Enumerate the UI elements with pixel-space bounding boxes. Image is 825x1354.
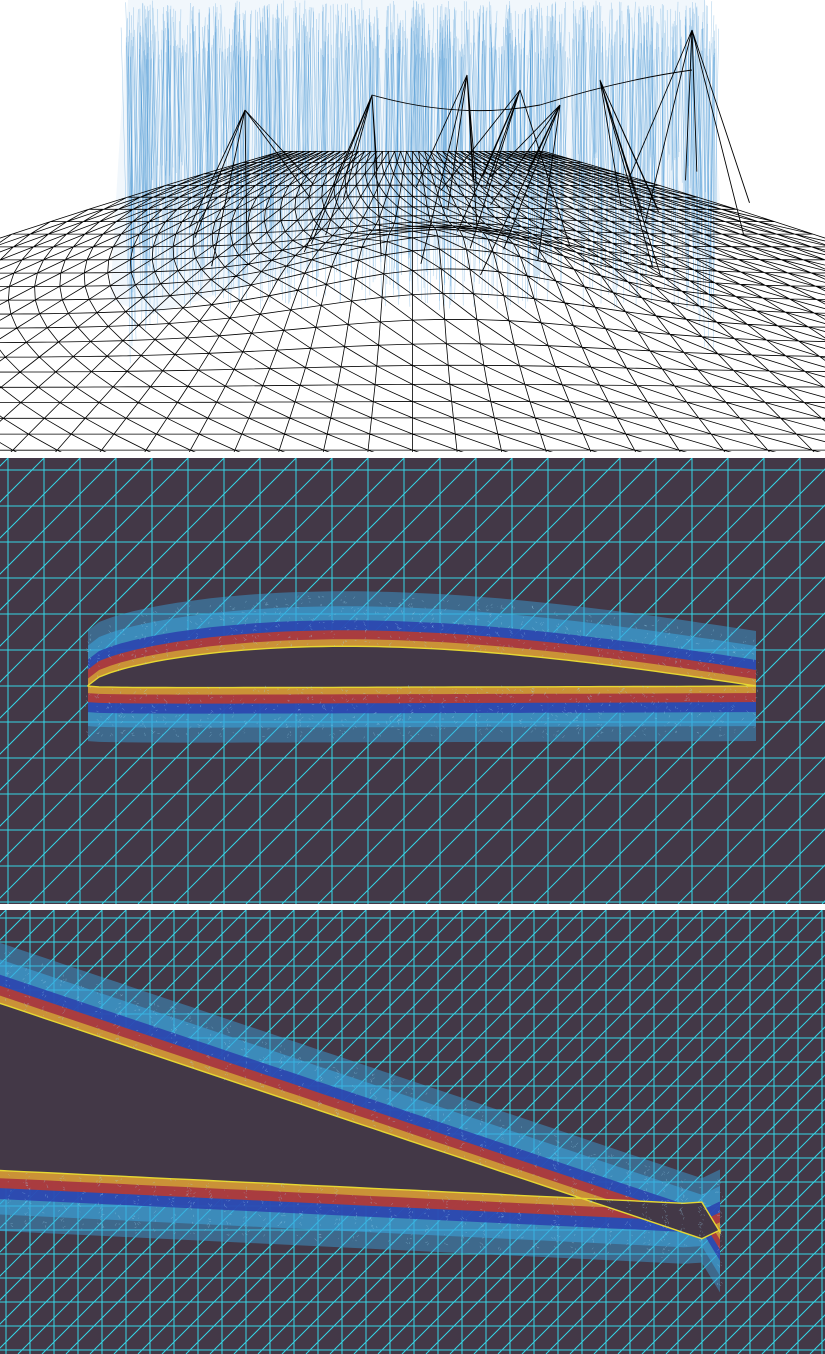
- spike-lines: [189, 29, 750, 276]
- trailing-edge-refinement-zone: [0, 942, 724, 1293]
- airfoil-refinement-zone: [85, 591, 761, 743]
- airfoil-overview-panel: [0, 458, 825, 904]
- mesh-speckle: [85, 595, 761, 739]
- trailing-edge-svg: [0, 910, 825, 1354]
- wireframe-lines: [0, 151, 825, 452]
- wireframe-svg: [0, 0, 825, 452]
- spike-wireframe: [189, 29, 750, 276]
- base-wireframe-grid: [0, 151, 825, 452]
- airfoil-overview-svg: [0, 458, 825, 904]
- airfoil-body: [87, 645, 757, 689]
- mesh-speckle: [4, 951, 724, 1286]
- wireframe-panel: [0, 0, 825, 452]
- trailing-edge-panel: [0, 910, 825, 1354]
